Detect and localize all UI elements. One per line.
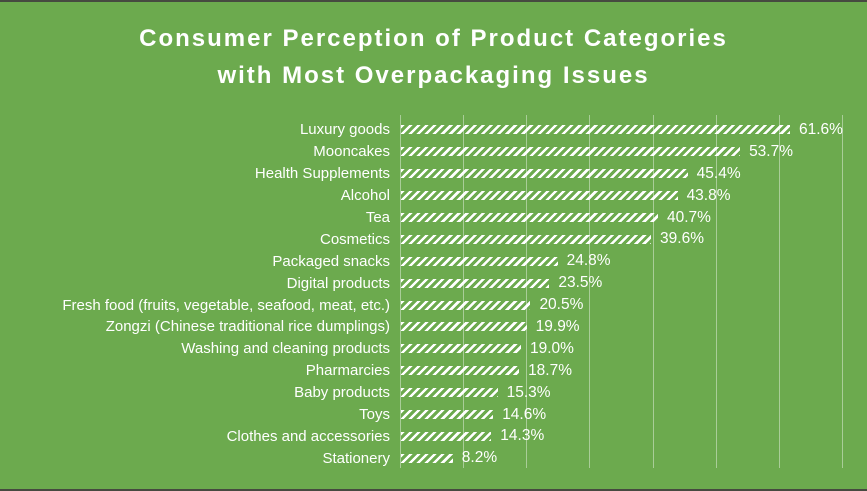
hatched-bar: [401, 234, 652, 244]
hatched-bar: [401, 169, 688, 179]
vertical-gridline: [842, 115, 843, 468]
chart-row: Packaged snacks 24.8%: [0, 250, 867, 272]
chart-row: Toys 14.6%: [0, 404, 867, 426]
hatched-bar: [401, 256, 558, 266]
vertical-gridline: [715, 115, 717, 468]
chart-row: Washing and cleaning products 19.0%: [0, 338, 867, 360]
hatched-bar: [401, 388, 498, 398]
hatched-bar: [401, 300, 531, 310]
vertical-gridline: [652, 115, 654, 468]
vertical-gridline: [526, 115, 528, 468]
hatched-bar: [401, 213, 658, 222]
value-label: 19.0%: [529, 339, 574, 357]
category-label: Clothes and accessories: [226, 427, 390, 445]
value-label: 15.3%: [506, 383, 551, 401]
value-label: 20.5%: [539, 296, 584, 314]
chart-row: Mooncakes 53.7%: [0, 141, 867, 163]
chart-row: Fresh food (fruits, vegetable, seafood, …: [0, 294, 867, 316]
hatched-bar: [401, 344, 521, 354]
value-label: 14.6%: [502, 405, 547, 423]
category-label: Washing and cleaning products: [181, 340, 390, 358]
chart-row: Alcohol 43.8%: [0, 185, 867, 207]
category-label: Health Supplements: [254, 165, 390, 183]
chart-row: Luxury goods 61.6%: [0, 119, 867, 141]
chart-row: Digital products 23.5%: [0, 272, 867, 294]
category-label: Alcohol: [340, 187, 390, 205]
vertical-gridline: [400, 115, 401, 468]
category-label: Tea: [365, 209, 390, 226]
category-label: Toys: [359, 406, 390, 424]
category-label: Luxury goods: [299, 121, 390, 139]
value-label: 40.7%: [666, 208, 711, 226]
chart-row: Clothes and accessories 14.3%: [0, 425, 867, 447]
vertical-gridline: [463, 115, 465, 468]
hatched-bar: [401, 410, 494, 420]
hatched-bar: [401, 147, 741, 157]
category-label: Digital products: [286, 274, 390, 292]
bottom-edge-strip: [0, 489, 867, 491]
hatched-bar: [401, 431, 492, 441]
category-label: Pharmarcies: [305, 362, 390, 380]
hatched-bar: [401, 191, 678, 201]
vertical-gridline: [778, 115, 780, 468]
category-label: Mooncakes: [313, 143, 390, 161]
chart-row: Cosmetics 39.6%: [0, 228, 867, 250]
value-label: 53.7%: [749, 142, 794, 160]
chart-row: Health Supplements 45.4%: [0, 163, 867, 185]
hatched-bar: [401, 322, 527, 332]
value-label: 45.4%: [696, 164, 741, 182]
value-label: 23.5%: [558, 274, 603, 292]
value-label: 18.7%: [528, 361, 573, 379]
chart-row: Zongzi (Chinese traditional rice dumplin…: [0, 316, 867, 338]
chart-row: Pharmarcies 18.7%: [0, 360, 867, 382]
category-label: Baby products: [294, 384, 390, 402]
chart-row: Tea 40.7%: [0, 207, 867, 229]
top-edge-strip: [0, 0, 867, 2]
value-label: 14.3%: [500, 427, 545, 445]
category-label: Fresh food (fruits, vegetable, seafood, …: [62, 296, 390, 314]
value-label: 8.2%: [461, 449, 498, 467]
chart-row: Stationery 8.2%: [0, 447, 867, 469]
category-label: Packaged snacks: [272, 252, 390, 270]
chart-title-line2: with Most Overpackaging Issues: [217, 62, 650, 89]
hatched-bar: [401, 366, 520, 376]
bar-rows: Luxury goods 61.6% Mooncakes 53.7% Health Su…: [0, 119, 867, 469]
hatched-bar: [401, 453, 453, 463]
hatched-bar: [401, 278, 550, 288]
value-label: 43.8%: [686, 186, 731, 204]
category-label: Cosmetics: [319, 230, 390, 248]
chart-title-line1: Consumer Perception of Product Categorie…: [139, 25, 728, 52]
category-label: Stationery: [322, 449, 390, 467]
chart-title: Consumer Perception of Product Categorie…: [0, 20, 867, 94]
value-label: 61.6%: [798, 120, 843, 138]
category-label: Zongzi (Chinese traditional rice dumplin…: [105, 318, 390, 336]
value-label: 39.6%: [660, 230, 704, 248]
value-label: 24.8%: [566, 252, 611, 270]
hatched-bar: [401, 125, 790, 135]
vertical-gridline: [589, 115, 591, 468]
chart-row: Baby products 15.3%: [0, 382, 867, 404]
value-label: 19.9%: [535, 317, 580, 335]
